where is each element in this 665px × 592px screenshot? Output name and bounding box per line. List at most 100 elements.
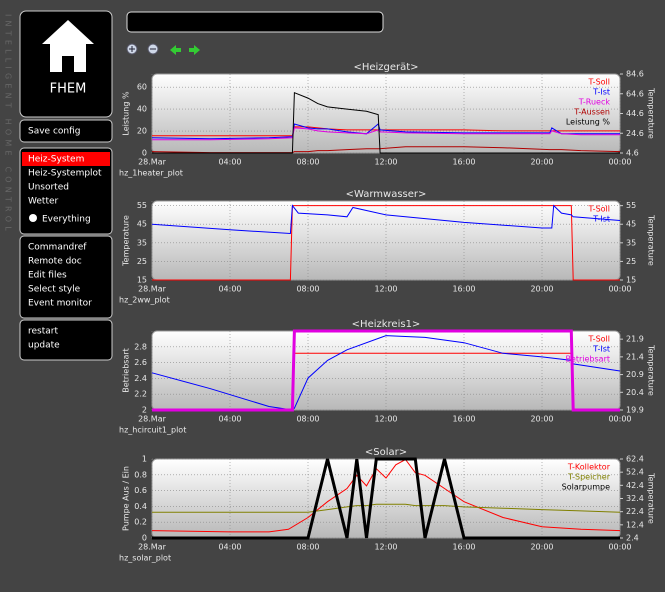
menu-item[interactable]: Event monitor <box>28 299 92 309</box>
x-tick-label: 04:00 <box>218 158 241 167</box>
house-icon <box>42 20 94 72</box>
y-tick-label: 2.8 <box>134 342 147 351</box>
prev-arrow[interactable] <box>170 45 181 55</box>
chart: <Heizkreis1>28.Mar 04:00 08:00 12:00 16:00 20… <box>119 319 656 435</box>
menu-item[interactable]: Heiz-Systemplot <box>28 169 102 179</box>
legend-entry: T-Speicher <box>567 473 611 482</box>
y2-tick-label: 2.4 <box>626 534 639 543</box>
x-tick-label: 16:00 <box>452 285 475 294</box>
y2-tick-label: 4.6 <box>626 149 639 158</box>
plot-file: hz_solar_plot <box>119 554 171 563</box>
y-tick-label: 15 <box>137 276 147 285</box>
y-tick-label: 0.2 <box>134 518 147 527</box>
logo-box[interactable] <box>19 10 113 118</box>
y2-tick-label: 62.4 <box>626 455 644 464</box>
menu-item[interactable]: Remote doc <box>28 257 82 267</box>
plot-file: hz_2ww_plot <box>119 296 170 305</box>
x-tick-label: 08:00 <box>296 285 319 294</box>
x-tick-label: 16:00 <box>452 543 475 552</box>
x-tick-label: 04:00 <box>218 543 241 552</box>
y-tick-label: 2.6 <box>134 358 147 367</box>
y2-axis-label: Temperature <box>647 214 656 266</box>
x-tick-label: 28.Mar <box>138 543 167 552</box>
y-axis-label: Temperature <box>122 215 131 267</box>
y-tick-label: 2.4 <box>134 374 147 383</box>
y2-tick-label: 19.9 <box>626 406 644 415</box>
globe-icon <box>29 214 37 222</box>
zoom-controls <box>126 43 200 55</box>
series-line <box>151 458 621 533</box>
x-tick-label: 20:00 <box>530 285 553 294</box>
menu-item[interactable]: Save config <box>28 127 81 137</box>
menu-group <box>19 147 113 235</box>
x-tick-label: 28.Mar <box>138 415 167 424</box>
y2-tick-label: 32.4 <box>626 494 644 503</box>
x-tick-label: 16:00 <box>452 158 475 167</box>
menu-item[interactable]: update <box>28 341 60 351</box>
legend-entry: Solarpumpe <box>562 483 610 492</box>
chart: <Heizgerät> 28.Mar 04:00 08:00 12:00 16:00 20:… <box>119 62 656 178</box>
y-tick-label: 35 <box>137 238 147 247</box>
legend-entry: T-Soll <box>588 205 610 214</box>
series-line <box>151 335 621 411</box>
menu-item[interactable]: restart <box>28 327 58 337</box>
menu-item[interactable]: Commandref <box>28 243 87 253</box>
logo[interactable]: FHEM <box>19 10 113 118</box>
x-tick-label: 04:00 <box>218 415 241 424</box>
y-tick-label: 2 <box>142 406 147 415</box>
zoom-in-sign <box>129 46 135 52</box>
y2-axis-label: Temperature <box>647 472 656 524</box>
x-tick-label: 12:00 <box>374 285 397 294</box>
command-input[interactable] <box>126 11 384 33</box>
x-tick-label: 12:00 <box>374 543 397 552</box>
x-tick-label: 08:00 <box>296 543 319 552</box>
x-tick-label: 00:00 <box>608 285 631 294</box>
menu-item[interactable]: Select style <box>28 285 81 295</box>
legend-entry: Leistung % <box>566 118 611 127</box>
y2-tick-label: 44.6 <box>626 109 644 118</box>
series-line <box>152 329 620 412</box>
y2-tick-label: 12.4 <box>626 520 644 529</box>
legend-entry: T-Soll <box>588 78 610 87</box>
series-line <box>152 205 620 281</box>
menu-item[interactable]: Unsorted <box>28 183 69 193</box>
y-tick-label: 2.2 <box>134 390 147 399</box>
series-line <box>152 457 620 540</box>
y-tick-label: 0.4 <box>134 502 147 511</box>
y-tick-label: 0.6 <box>134 486 147 495</box>
menu-item[interactable]: Wetter <box>28 197 59 207</box>
y2-tick-label: 52.4 <box>626 468 644 477</box>
chart-title: <Warmwasser> <box>346 189 427 200</box>
y-tick-label: 55 <box>137 201 147 210</box>
y-tick-label: 40 <box>137 105 147 114</box>
x-tick-label: 00:00 <box>608 158 631 167</box>
y-tick-label: 0 <box>142 149 147 158</box>
menu-item[interactable]: Everything <box>42 215 91 225</box>
y2-tick-label: 20.4 <box>626 388 644 397</box>
chart: <Warmwasser> 28.Mar 04:00 08:00 12:00 16:00 20… <box>119 189 656 305</box>
y2-tick-label: 21.9 <box>626 335 644 344</box>
menu-item[interactable]: Heiz-System <box>28 155 84 165</box>
y-tick-label: 45 <box>137 220 147 229</box>
x-tick-label: 20:00 <box>530 158 553 167</box>
y2-tick-label: 15 <box>626 276 636 285</box>
y2-axis-label: Temperature <box>647 87 656 139</box>
x-tick-label: 28.Mar <box>138 158 167 167</box>
menu-group <box>19 235 113 319</box>
x-tick-label: 08:00 <box>296 158 319 167</box>
y-axis-label: Pumpe Aus / Ein <box>122 466 131 531</box>
chart: <Solar>28.Mar 04:00 08:00 12:00 16:00 20:00 00… <box>119 447 656 563</box>
x-tick-label: 12:00 <box>374 415 397 424</box>
y2-tick-label: 35 <box>626 238 636 247</box>
y2-tick-label: 42.4 <box>626 481 644 490</box>
legend-entry: T-Aussen <box>573 108 610 117</box>
y-tick-label: 60 <box>137 83 147 92</box>
y2-axis-label: Temperature <box>647 344 656 396</box>
x-tick-label: 20:00 <box>530 543 553 552</box>
y2-tick-label: 64.6 <box>626 89 644 98</box>
x-tick-label: 16:00 <box>452 415 475 424</box>
menu-item[interactable]: Edit files <box>28 271 67 281</box>
next-arrow[interactable] <box>189 45 200 55</box>
y2-tick-label: 21.4 <box>626 352 644 361</box>
